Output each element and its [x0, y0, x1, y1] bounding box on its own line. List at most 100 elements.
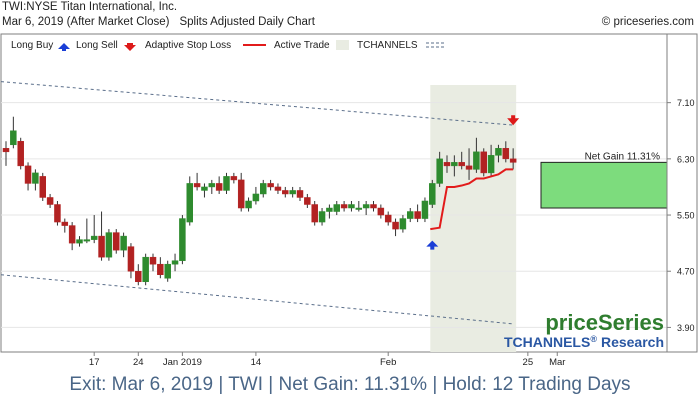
candle-body	[502, 148, 510, 160]
candle-body	[370, 204, 377, 209]
legend-tchannels: TCHANNELS	[357, 40, 418, 51]
candle	[164, 260, 171, 282]
candle	[458, 151, 465, 170]
candle-body	[487, 155, 495, 174]
candle	[451, 155, 458, 177]
x-tick-label: 17	[89, 357, 100, 368]
candle-body	[10, 130, 17, 146]
candle-body	[61, 221, 69, 226]
candle-body	[215, 183, 223, 191]
candle-body	[193, 183, 201, 188]
candle	[157, 257, 164, 279]
candle	[179, 215, 186, 265]
candle-body	[68, 225, 76, 244]
candle	[304, 193, 311, 209]
candle	[223, 172, 230, 194]
net-gain-rect	[540, 161, 668, 209]
candle-body	[260, 183, 267, 195]
candle-body	[333, 204, 340, 212]
candle-body	[311, 204, 318, 223]
candle-body	[465, 165, 473, 170]
candle	[39, 172, 46, 201]
brand-reg: ®	[590, 334, 597, 344]
candle-body	[384, 214, 392, 223]
active-trade-band	[430, 85, 517, 352]
candle	[215, 176, 223, 194]
candle-body	[113, 232, 120, 251]
candle-body	[421, 200, 429, 219]
candle-body	[230, 176, 238, 181]
candle-body	[17, 141, 24, 167]
candle	[274, 183, 282, 194]
candle	[267, 179, 274, 191]
candle	[509, 148, 517, 170]
candle-body	[245, 200, 252, 209]
candle-body	[340, 204, 348, 209]
candle	[24, 162, 32, 191]
candle-body	[142, 256, 149, 283]
candle-body	[39, 176, 46, 198]
candle	[502, 141, 510, 163]
sell-arrow-icon	[507, 115, 520, 126]
candle	[414, 204, 421, 223]
candle-body	[76, 239, 83, 244]
candle	[487, 144, 495, 177]
legend-active-trade: Active Trade	[274, 40, 330, 51]
x-tick-label: 25	[523, 357, 534, 368]
candle	[127, 243, 135, 279]
candle	[465, 148, 473, 180]
candle-body	[355, 207, 363, 210]
candle-body	[509, 158, 517, 163]
candle	[480, 148, 487, 177]
candle	[113, 229, 120, 254]
candle-body	[407, 211, 414, 219]
candle-body	[399, 218, 407, 230]
candle-body	[120, 235, 127, 251]
active-trade-region	[430, 85, 517, 352]
candle-body	[443, 162, 451, 167]
candle	[193, 172, 201, 191]
candle	[260, 179, 267, 198]
x-tick-label: 24	[133, 357, 144, 368]
candle	[201, 183, 208, 198]
candle	[355, 200, 363, 212]
candle-body	[282, 190, 289, 195]
candle	[171, 253, 179, 272]
candle-body	[296, 190, 304, 198]
candle	[340, 200, 348, 212]
candle	[436, 151, 443, 187]
candle-body	[164, 263, 171, 279]
buy-arrow-icon	[426, 240, 439, 250]
net-gain-label: Net Gain 11.31%	[585, 151, 661, 162]
x-axis: 17 24 Jan 2019 14 Feb 25 Mar	[89, 352, 565, 368]
legend-long-buy: Long Buy	[11, 40, 53, 51]
candle	[98, 211, 105, 261]
candle	[407, 208, 414, 223]
legend-long-sell: Long Sell	[76, 40, 118, 51]
stop-loss-line	[430, 168, 514, 231]
y-tick-label: 7.10	[677, 98, 695, 108]
active-trade-swatch	[336, 40, 349, 50]
candle	[120, 232, 127, 258]
candle-body	[289, 190, 296, 195]
candle	[473, 137, 480, 173]
candle-body	[377, 207, 385, 216]
candle	[384, 211, 392, 226]
date-info: Mar 6, 2019 (After Market Close)	[2, 16, 170, 28]
y-tick-label: 6.30	[677, 154, 695, 164]
candle	[135, 264, 142, 286]
y-tick-label: 5.50	[677, 211, 695, 221]
y-tick-label: 4.70	[677, 267, 695, 277]
candle-body	[473, 151, 480, 170]
candle	[429, 179, 436, 209]
candle	[90, 215, 98, 244]
candle	[68, 222, 76, 251]
candle	[318, 208, 326, 226]
candle	[230, 172, 238, 184]
candle	[142, 253, 149, 286]
candle-body	[2, 148, 10, 153]
candle-body	[208, 183, 216, 188]
candle-body	[458, 162, 465, 167]
candle	[83, 218, 91, 244]
chart-kind: Splits Adjusted Daily Chart	[179, 16, 315, 28]
